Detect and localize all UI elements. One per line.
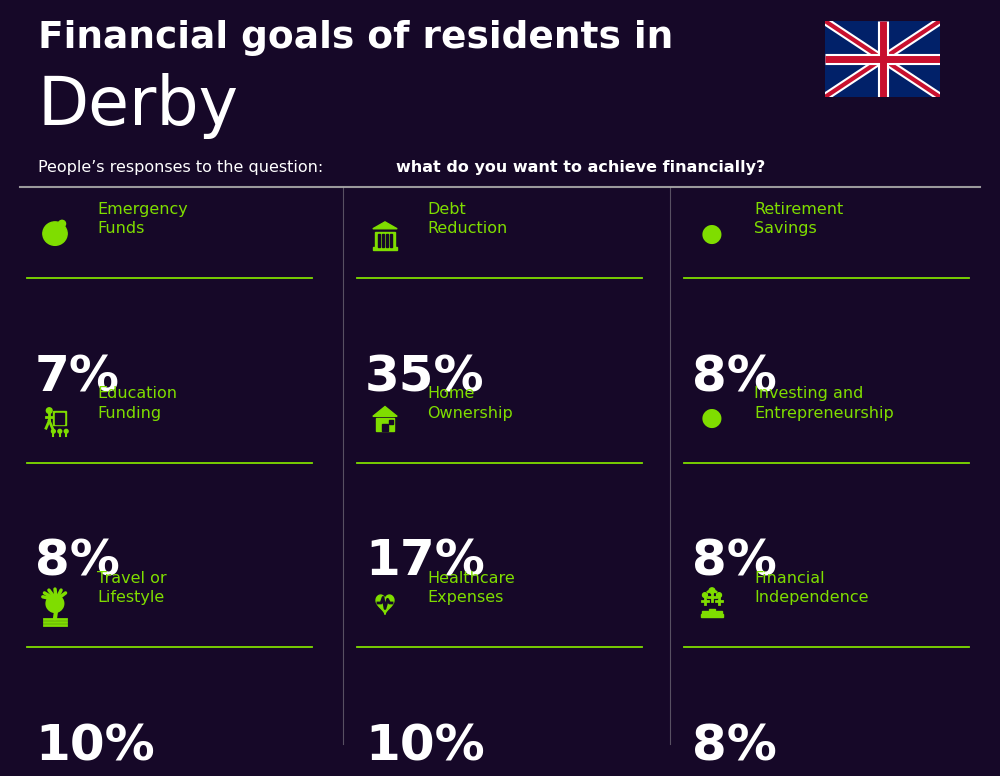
Bar [376,417,394,431]
Text: 10%: 10% [35,722,155,771]
Bar [709,609,715,615]
Bar [53,411,66,425]
Text: ●: ● [701,222,723,245]
Polygon shape [373,407,397,417]
Text: 35%: 35% [365,353,485,401]
Bar [389,420,393,424]
Text: 8%: 8% [35,538,120,586]
Circle shape [43,222,67,245]
Circle shape [46,407,52,414]
Bar [55,413,64,424]
Text: 8%: 8% [692,538,777,586]
Circle shape [59,220,66,227]
Bar [382,424,388,431]
Text: Education
Funding: Education Funding [97,386,177,421]
Text: Retirement
Savings: Retirement Savings [754,202,843,236]
Text: Derby: Derby [38,74,239,140]
Text: ●: ● [44,591,66,615]
Bar [382,234,384,248]
Bar [375,232,395,248]
Text: 17%: 17% [365,538,485,586]
Circle shape [703,593,707,598]
Text: Emergency
Funds: Emergency Funds [97,202,188,236]
Circle shape [51,429,55,433]
Circle shape [58,429,62,433]
Circle shape [709,588,715,594]
Text: 7%: 7% [35,353,120,401]
Circle shape [64,429,68,433]
Circle shape [717,593,721,598]
Bar [701,615,723,617]
Text: 8%: 8% [692,722,777,771]
Text: Debt
Reduction: Debt Reduction [427,202,507,236]
Polygon shape [373,222,397,229]
Bar [378,234,380,248]
Text: what do you want to achieve financially?: what do you want to achieve financially? [396,160,765,175]
Text: 10%: 10% [365,722,485,771]
Bar [716,611,722,615]
Text: Financial goals of residents in: Financial goals of residents in [38,20,673,57]
Polygon shape [376,595,394,615]
Text: Investing and
Entrepreneurship: Investing and Entrepreneurship [754,386,894,421]
Bar [373,247,397,250]
Text: Home
Ownership: Home Ownership [427,386,513,421]
Bar [390,234,392,248]
Text: Financial
Independence: Financial Independence [754,571,868,605]
Text: Travel or
Lifestyle: Travel or Lifestyle [97,571,167,605]
Text: ●: ● [44,222,66,245]
Bar [386,234,388,248]
FancyBboxPatch shape [825,21,940,97]
Bar [702,611,708,615]
Text: Healthcare
Expenses: Healthcare Expenses [427,571,515,605]
Text: People’s responses to the question:: People’s responses to the question: [38,160,328,175]
Text: ●: ● [701,407,723,430]
Text: 8%: 8% [692,353,777,401]
